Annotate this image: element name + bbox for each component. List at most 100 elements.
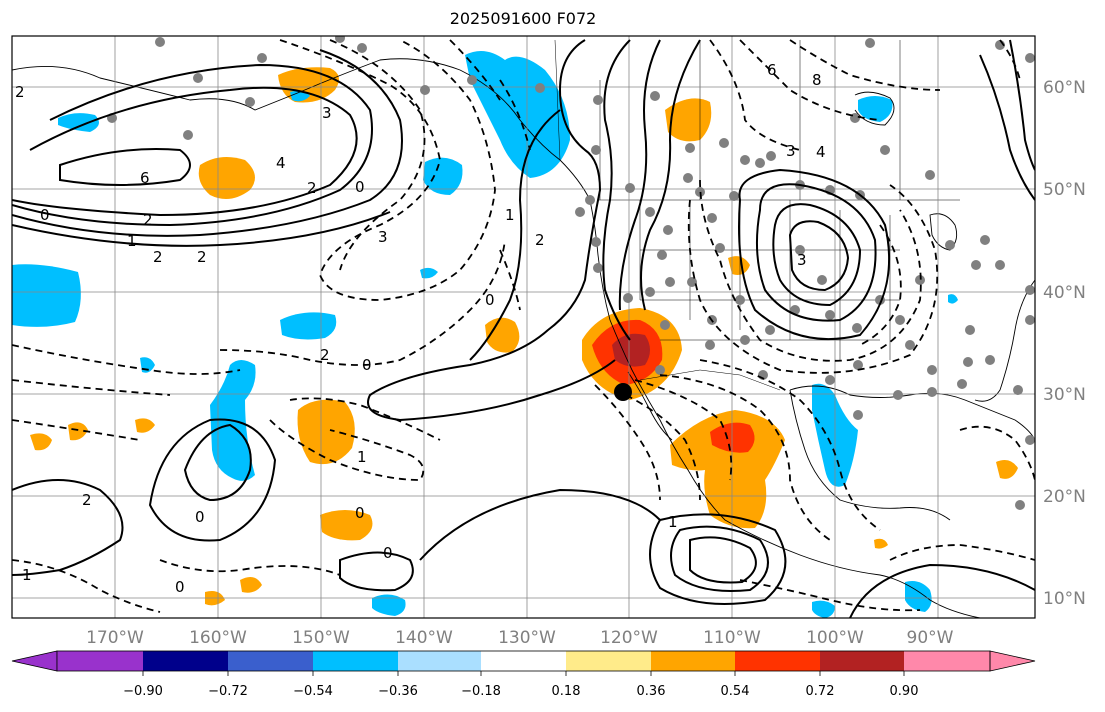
lon-label: 130°W (498, 628, 556, 648)
longitude-labels: 170°W 160°W 150°W 140°W 130°W 120°W 110°… (86, 628, 954, 648)
contour-label: 1 (22, 566, 32, 584)
colorbar-frame (56, 650, 991, 672)
contour-dashed-17 (739, 39, 881, 121)
contour-dashed-13 (634, 379, 733, 481)
lat-lon-grid (12, 36, 1035, 618)
map-title: 2025091600 F072 (449, 9, 597, 28)
contour-label: 0 (175, 578, 185, 596)
fill-cyan-small (420, 267, 438, 279)
colorbar-seg-royalblue (228, 651, 313, 671)
fill-cyan-mid (280, 312, 337, 340)
contour-dashed-22 (889, 544, 1035, 561)
colorbar-seg-white (481, 651, 566, 671)
contour-label: 6 (767, 61, 777, 79)
contour-dashed-16 (709, 39, 801, 151)
contour-dashed-27 (449, 39, 501, 101)
colorbar-tick-label: 0.36 (637, 684, 666, 699)
map-frame (11, 35, 1036, 619)
contour-solid-8 (618, 39, 661, 311)
lon-label: 160°W (189, 628, 247, 648)
contour-solid-17 (649, 513, 787, 605)
fill-orange-northpacific (198, 156, 255, 199)
contour-dashed-21 (859, 224, 902, 346)
colorbar-seg-redorange (735, 651, 820, 671)
lon-label: 90°W (907, 628, 954, 648)
fill-cyan-hudson (858, 96, 893, 122)
contour-solid-13 (788, 220, 850, 292)
lon-label: 150°W (292, 628, 350, 648)
colorbar-tick-label: 0.54 (721, 684, 750, 699)
political-borders (554, 39, 960, 391)
fill-cyan-west (12, 264, 81, 327)
fill-orange-small-8 (874, 538, 888, 549)
fill-cyan-small-3 (372, 594, 406, 616)
colorbar-tick-label: −0.90 (123, 684, 163, 699)
contour-label: 6 (140, 169, 150, 187)
coast-mexico-east (789, 389, 951, 521)
coast-east-us (974, 279, 1035, 402)
fill-orange-small-1 (320, 510, 373, 541)
contour-solid-16 (689, 536, 757, 584)
contour-label: 2 (82, 491, 92, 509)
colorbar-tick-label: 0.18 (552, 684, 581, 699)
contour-solid-6 (367, 39, 616, 422)
contour-label: 2 (15, 83, 25, 101)
contour-label: 8 (812, 71, 822, 89)
contour-label: 0 (485, 291, 495, 309)
lat-label: 40°N (1043, 283, 1086, 303)
contour-dashed-8 (289, 397, 441, 441)
fill-cyan-small-7 (948, 294, 958, 304)
contour-dashed-3 (219, 239, 506, 366)
contour-solid-3 (59, 148, 191, 186)
fill-orange-canada (665, 98, 712, 142)
contour-dashed-10 (159, 559, 341, 576)
contour-label: 1 (505, 206, 515, 224)
contour-label: 4 (816, 143, 826, 161)
contour-solid-2 (12, 63, 373, 227)
contour-dashed-2 (329, 39, 426, 271)
contour-solid-14 (738, 168, 891, 341)
colorbar-seg-lightblue (398, 651, 481, 671)
contour-label: 3 (322, 104, 332, 122)
contour-dashed-25 (739, 579, 921, 612)
colorbar-seg-darkred (820, 651, 904, 671)
contour-solid-23 (849, 563, 1035, 618)
colorbar-seg-pink (904, 651, 990, 671)
fill-orange-small-5 (240, 576, 262, 593)
contour-solid-12 (772, 203, 862, 307)
contour-solid-5 (12, 211, 391, 247)
colorbar-seg-cyan (313, 651, 398, 671)
colorbar-tick-label: −0.36 (378, 684, 418, 699)
storm-center-marker (614, 383, 632, 401)
fill-cyan-small-5 (812, 600, 835, 618)
contour-solid-15 (670, 525, 769, 592)
dashed-contours (12, 39, 1035, 613)
fill-orange-gulf (996, 460, 1018, 479)
contour-solid-7 (602, 39, 631, 341)
contour-dashed-1 (279, 39, 496, 301)
contour-solid-1 (12, 86, 358, 217)
lat-label: 30°N (1043, 385, 1086, 405)
contour-dashed-12 (614, 389, 701, 501)
contour-label: 0 (195, 508, 205, 526)
colorbar-tick-label: −0.72 (208, 684, 248, 699)
colorbar-seg-navy (143, 651, 228, 671)
contour-solid-20 (148, 418, 277, 542)
contour-dashed-14 (659, 374, 831, 541)
contour-dashed-6 (12, 419, 141, 441)
contour-label: 3 (378, 228, 388, 246)
colorbar-left-arrow (11, 650, 58, 672)
colorbar-seg-purple (57, 651, 143, 671)
contour-solid-19 (183, 423, 252, 502)
contour-label: 2 (153, 248, 163, 266)
contour-solid-18 (12, 479, 124, 576)
fill-cyan-small-4 (905, 581, 932, 612)
contour-solid-22 (339, 551, 414, 592)
colorbar-tick-label: −0.18 (461, 684, 501, 699)
latitude-labels: 60°N 50°N 40°N 30°N 20°N 10°N (1043, 78, 1086, 609)
contour-solid-4 (12, 49, 403, 237)
fill-orange-small-4 (135, 418, 155, 433)
contour-label: 2 (320, 346, 330, 364)
contour-dashed-24 (999, 39, 1021, 81)
